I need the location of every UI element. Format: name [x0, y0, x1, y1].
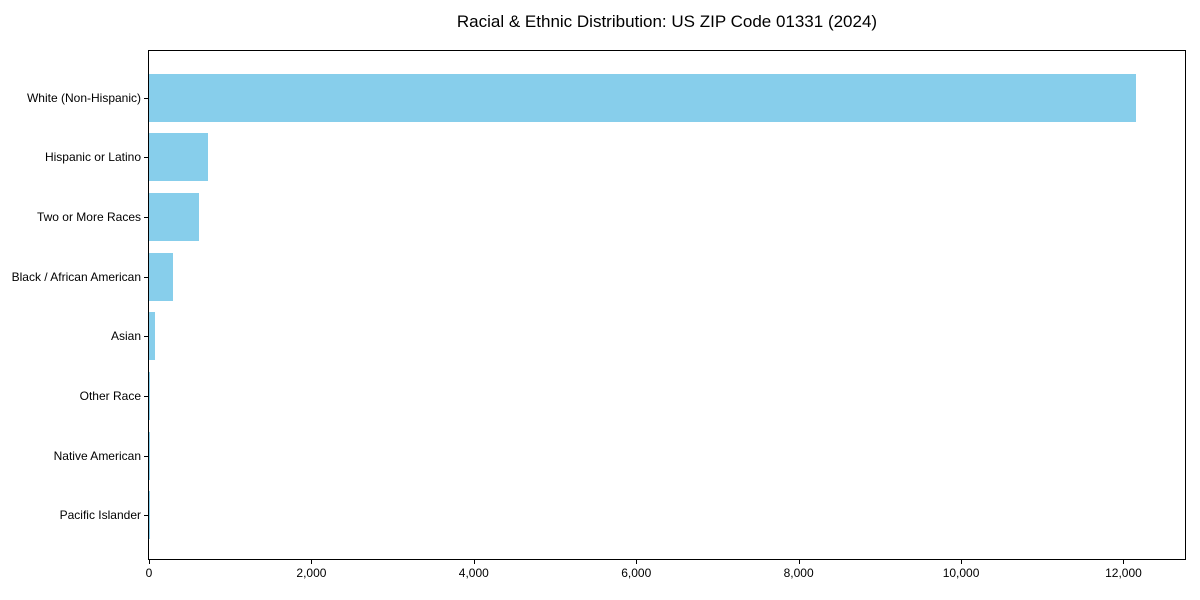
y-tick: [144, 515, 148, 517]
x-tick-label: 0: [145, 566, 153, 580]
y-tick: [144, 276, 148, 278]
chart-title: Racial & Ethnic Distribution: US ZIP Cod…: [456, 12, 878, 31]
x-tick-label: 12,000: [1105, 566, 1142, 580]
y-label-hispanic-or-latino: Hispanic or Latino: [44, 150, 141, 165]
x-tick: [149, 560, 150, 564]
bar-other-race: [149, 372, 150, 420]
y-label-native-american: Native American: [53, 448, 141, 463]
x-tick: [1123, 560, 1125, 564]
x-tick: [798, 560, 800, 564]
x-tick: [473, 560, 475, 564]
y-label-two-or-more-races: Two or More Races: [36, 209, 141, 224]
y-tick: [144, 396, 148, 397]
y-label-pacific-islander: Pacific Islander: [59, 508, 141, 523]
bar-black-african-american: [149, 252, 173, 301]
x-tick-label: 10,000: [942, 566, 980, 580]
x-tick-label: 4,000: [458, 566, 489, 580]
y-tick: [144, 97, 148, 99]
y-tick: [144, 336, 148, 338]
bar-white-non-hispanic: [149, 73, 1137, 122]
y-tick: [144, 455, 148, 457]
plot-area: [148, 50, 1186, 560]
bar-hispanic-or-latino: [149, 133, 209, 182]
x-tick: [311, 560, 313, 564]
y-label-black-african-american: Black / African American: [11, 269, 141, 284]
x-tick-label: 6,000: [621, 566, 652, 580]
x-tick-label: 2,000: [296, 566, 327, 580]
bar-asian: [149, 312, 155, 361]
x-tick: [961, 560, 963, 564]
y-label-white-non-hispanic: White (Non-Hispanic): [26, 90, 141, 105]
bar-two-or-more-races: [149, 192, 200, 241]
x-tick: [636, 560, 638, 564]
y-tick: [144, 157, 148, 159]
y-tick: [144, 216, 148, 218]
y-label-other-race: Other Race: [79, 389, 141, 403]
y-label-asian: Asian: [110, 329, 141, 344]
x-tick-label: 8,000: [783, 566, 814, 580]
